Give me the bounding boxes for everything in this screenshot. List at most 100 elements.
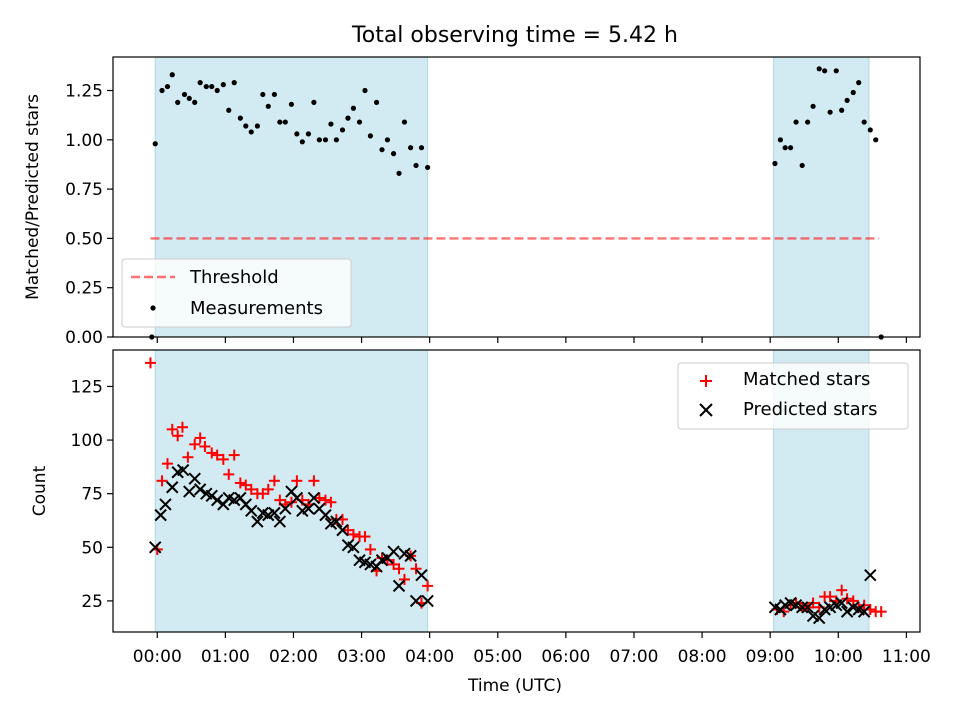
predicted-star-point	[319, 508, 332, 522]
legend-matched-label: Matched stars	[743, 369, 870, 390]
predicted-star-point	[290, 491, 304, 505]
x-tick-label: 10:00	[814, 647, 863, 667]
marker-stroke	[795, 601, 809, 614]
predicted-star-point	[864, 568, 877, 582]
measurement-point	[277, 119, 283, 125]
measurement-point	[322, 137, 329, 143]
measurement-points	[149, 66, 884, 340]
marker-stroke	[222, 491, 235, 505]
x-tick-label: 08:00	[678, 647, 727, 667]
predicted-star-point	[159, 498, 172, 511]
marker-stroke	[358, 556, 372, 569]
matched-star-point	[291, 475, 303, 487]
measurement-point	[833, 68, 839, 74]
measurement-point	[350, 105, 356, 111]
measurement-point	[214, 87, 220, 94]
measurement-point	[203, 83, 209, 90]
marker-stroke	[166, 481, 179, 494]
top-legend-box	[121, 258, 352, 328]
measurement-point	[282, 119, 288, 125]
measurement-point	[339, 127, 346, 133]
top-y-axis-label: Matched/Predicted stars	[23, 94, 43, 300]
predicted-star-point	[835, 596, 848, 610]
shaded-interval	[773, 56, 870, 338]
predicted-star-point	[307, 491, 321, 505]
marker-stroke	[307, 491, 321, 505]
measurement-point	[254, 123, 260, 129]
matched-star-point	[347, 528, 359, 540]
matched-star-point	[176, 421, 188, 433]
measurement-point	[810, 103, 816, 109]
measurement-point	[867, 127, 873, 133]
measurement-point	[788, 145, 794, 151]
marker-stroke	[768, 601, 782, 614]
measurement-point	[396, 170, 402, 176]
measurement-point	[181, 91, 188, 98]
y-tick-label: 0.50	[65, 229, 103, 249]
marker-stroke	[176, 463, 190, 477]
measurement-point	[408, 145, 414, 151]
x-tick-label: 04:00	[405, 647, 454, 667]
marker-stroke	[415, 568, 428, 582]
legend-matched-swatch	[700, 375, 712, 387]
marker-stroke	[801, 601, 814, 614]
x-tick-label: 03:00	[337, 647, 386, 667]
measurement-point	[844, 97, 850, 103]
marker-stroke	[336, 523, 349, 537]
predicted-star-point	[188, 472, 201, 485]
matched-star-point	[234, 477, 246, 489]
measurement-point	[850, 89, 856, 96]
marker-stroke	[852, 603, 865, 616]
marker-stroke	[806, 609, 820, 623]
measurement-point	[782, 145, 788, 151]
measurement-point	[192, 99, 198, 105]
measurement-point	[772, 160, 778, 167]
predicted-star-point	[251, 515, 264, 528]
measurement-point	[333, 137, 339, 143]
matched-star-point	[228, 449, 240, 461]
marker-stroke	[840, 605, 854, 618]
marker-stroke	[279, 502, 292, 515]
top-plot-frame	[112, 56, 921, 338]
predicted-star-point	[421, 594, 434, 608]
top-legend: Threshold Measurements	[121, 258, 352, 328]
measurement-point	[362, 87, 368, 94]
marker-stroke	[290, 491, 304, 505]
matched-star-point	[199, 441, 211, 453]
marker-stroke	[200, 487, 213, 500]
marker-stroke	[285, 485, 298, 498]
bottom-panel: 25 50 75 100 125 00:00 01:00 02:00 03:00 04:00 05…	[30, 349, 931, 696]
marker-stroke	[234, 491, 247, 505]
matched-star-point	[189, 438, 201, 450]
measurement-point	[425, 164, 431, 171]
measurement-point	[169, 72, 175, 78]
measurement-point	[231, 80, 237, 86]
marker-stroke	[154, 508, 167, 522]
matched-star-point	[144, 357, 156, 369]
y-tick-label: 25	[81, 592, 103, 612]
bottom-plot-frame	[112, 349, 921, 633]
matched-star-point	[359, 531, 371, 543]
measurement-point	[856, 80, 862, 86]
marker-stroke	[210, 493, 224, 507]
marker-stroke	[319, 508, 332, 522]
matched-star-point	[211, 449, 223, 461]
marker-stroke	[387, 545, 400, 558]
measurement-point	[328, 121, 334, 127]
matched-star-point	[313, 492, 325, 504]
matched-star-point	[422, 580, 434, 592]
predicted-stars-points	[149, 463, 877, 625]
measurement-point	[418, 145, 425, 151]
marker-stroke	[421, 594, 434, 608]
matched-star-point	[319, 494, 331, 506]
marker-stroke	[251, 515, 264, 528]
measurement-point	[401, 119, 408, 125]
bottom-legend: Matched stars Predicted stars	[677, 362, 909, 430]
marker-stroke	[188, 472, 201, 485]
measurement-point	[367, 133, 374, 139]
marker-stroke	[813, 611, 826, 625]
matched-star-point	[217, 453, 229, 465]
measurement-point	[220, 82, 226, 88]
top-y-ticks: 0.00 0.25 0.50 0.75 1.00 1.25	[65, 82, 113, 348]
predicted-star-point	[330, 515, 343, 528]
